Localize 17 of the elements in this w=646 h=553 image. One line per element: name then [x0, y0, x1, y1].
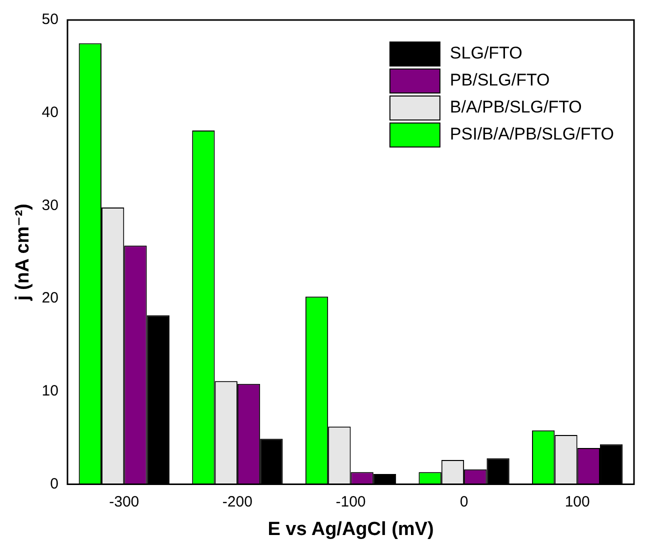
- legend-label: PB/SLG/FTO: [450, 70, 550, 90]
- x-tick-label: -200: [222, 493, 252, 510]
- x-tick-label: -300: [109, 493, 140, 510]
- x-tick-label: -100: [336, 493, 366, 510]
- y-tick-label: 40: [42, 104, 58, 121]
- x-tick-label: 0: [460, 493, 468, 510]
- legend-label: B/A/PB/SLG/FTO: [450, 98, 582, 117]
- y-tick-label: 50: [42, 11, 58, 28]
- y-axis-title: j (nA cm⁻²): [12, 204, 34, 302]
- legend-label: PSI/B/A/PB/SLG/FTO: [450, 124, 614, 144]
- legend-label: SLG/FTO: [450, 44, 522, 63]
- y-tick-label: 10: [42, 382, 58, 400]
- y-tick-label: 0: [50, 475, 58, 492]
- y-tick-label: 30: [42, 196, 58, 214]
- y-tick-label: 20: [42, 290, 58, 307]
- x-axis-title: E vs Ag/AgCl (mV): [268, 518, 434, 540]
- x-tick-label: 100: [564, 493, 590, 510]
